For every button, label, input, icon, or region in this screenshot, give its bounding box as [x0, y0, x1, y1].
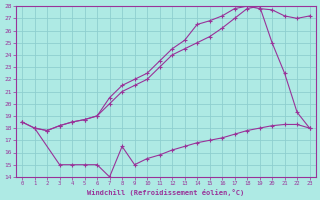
X-axis label: Windchill (Refroidissement éolien,°C): Windchill (Refroidissement éolien,°C) [87, 189, 244, 196]
